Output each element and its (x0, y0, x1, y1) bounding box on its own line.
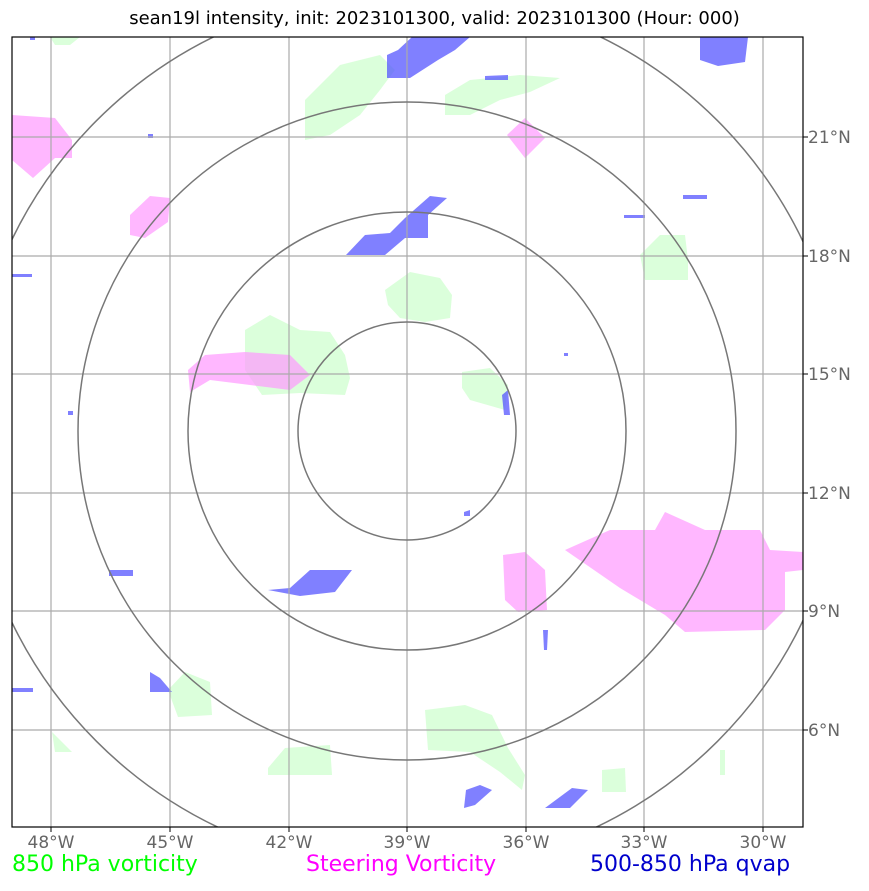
longitude-label: 33°W (621, 833, 668, 853)
qvap-patch (564, 353, 568, 356)
qvap-patch (268, 570, 352, 596)
vorticity-850-patch (602, 768, 626, 792)
qvap-patch (68, 411, 73, 415)
qvap-patch (683, 195, 707, 199)
qvap-patch (12, 688, 33, 692)
qvap-patch (30, 37, 35, 40)
longitude-label: 39°W (384, 833, 431, 853)
legend-qvap: 500-850 hPa qvap (590, 852, 791, 877)
range-ring (77, 101, 737, 761)
steering-vorticity-patch (188, 352, 310, 392)
vorticity-850-patch (720, 750, 725, 775)
longitude-label: 30°W (740, 833, 787, 853)
map-title: sean19l intensity, init: 2023101300, val… (129, 8, 740, 29)
latitude-label: 18°N (808, 247, 851, 267)
qvap-patch (150, 672, 172, 692)
steering-vorticity-patch (12, 115, 72, 178)
vorticity-850-patch (168, 672, 212, 717)
qvap-patch (387, 37, 470, 78)
range-ring (12, 37, 803, 827)
latitude-label: 6°N (808, 721, 840, 741)
qvap-patch (624, 215, 645, 218)
qvap-patch (346, 196, 447, 255)
qvap-patch (109, 570, 133, 576)
longitude-labels: 48°W 45°W 42°W 39°W 36°W 33°W 30°W (28, 833, 787, 853)
steering-vorticity-patch (565, 512, 803, 632)
qvap-patch (464, 510, 470, 516)
vorticity-850-patch (425, 705, 525, 790)
vorticity-850-patch (385, 272, 452, 322)
qvap-patch (700, 37, 748, 66)
steering-vorticity-patch (130, 196, 170, 238)
qvap-patch (545, 788, 588, 808)
vorticity-850-patch (52, 732, 72, 752)
vorticity-850-patch (268, 745, 332, 775)
latitude-labels: 21°N 18°N 15°N 12°N 9°N 6°N (808, 128, 851, 741)
vorticity-850-patch (462, 368, 508, 410)
longitude-label: 42°W (266, 833, 313, 853)
qvap-patch (502, 390, 510, 415)
longitude-label: 48°W (28, 833, 75, 853)
qvap-patch (485, 75, 508, 80)
vorticity-850-patch (50, 37, 80, 45)
qvap-patch (464, 785, 492, 808)
gridlines (12, 37, 803, 827)
latitude-label: 21°N (808, 128, 851, 148)
range-rings (12, 37, 803, 827)
steering-vorticity-patch (503, 552, 547, 612)
qvap-layer (12, 37, 748, 808)
legend-850-vorticity: 850 hPa vorticity (12, 852, 198, 877)
longitude-label: 36°W (503, 833, 550, 853)
latitude-label: 15°N (808, 365, 851, 385)
qvap-patch (12, 274, 32, 277)
vorticity-850-patch (305, 55, 395, 140)
vorticity-850-patch (640, 235, 688, 280)
range-ring (297, 321, 517, 541)
longitude-label: 45°W (147, 833, 194, 853)
vorticity-850-patch (445, 75, 560, 115)
qvap-patch (543, 630, 548, 650)
latitude-label: 12°N (808, 484, 851, 504)
legend-steering-vorticity: Steering Vorticity (306, 852, 497, 877)
latitude-label: 9°N (808, 602, 840, 622)
range-ring (187, 211, 627, 651)
